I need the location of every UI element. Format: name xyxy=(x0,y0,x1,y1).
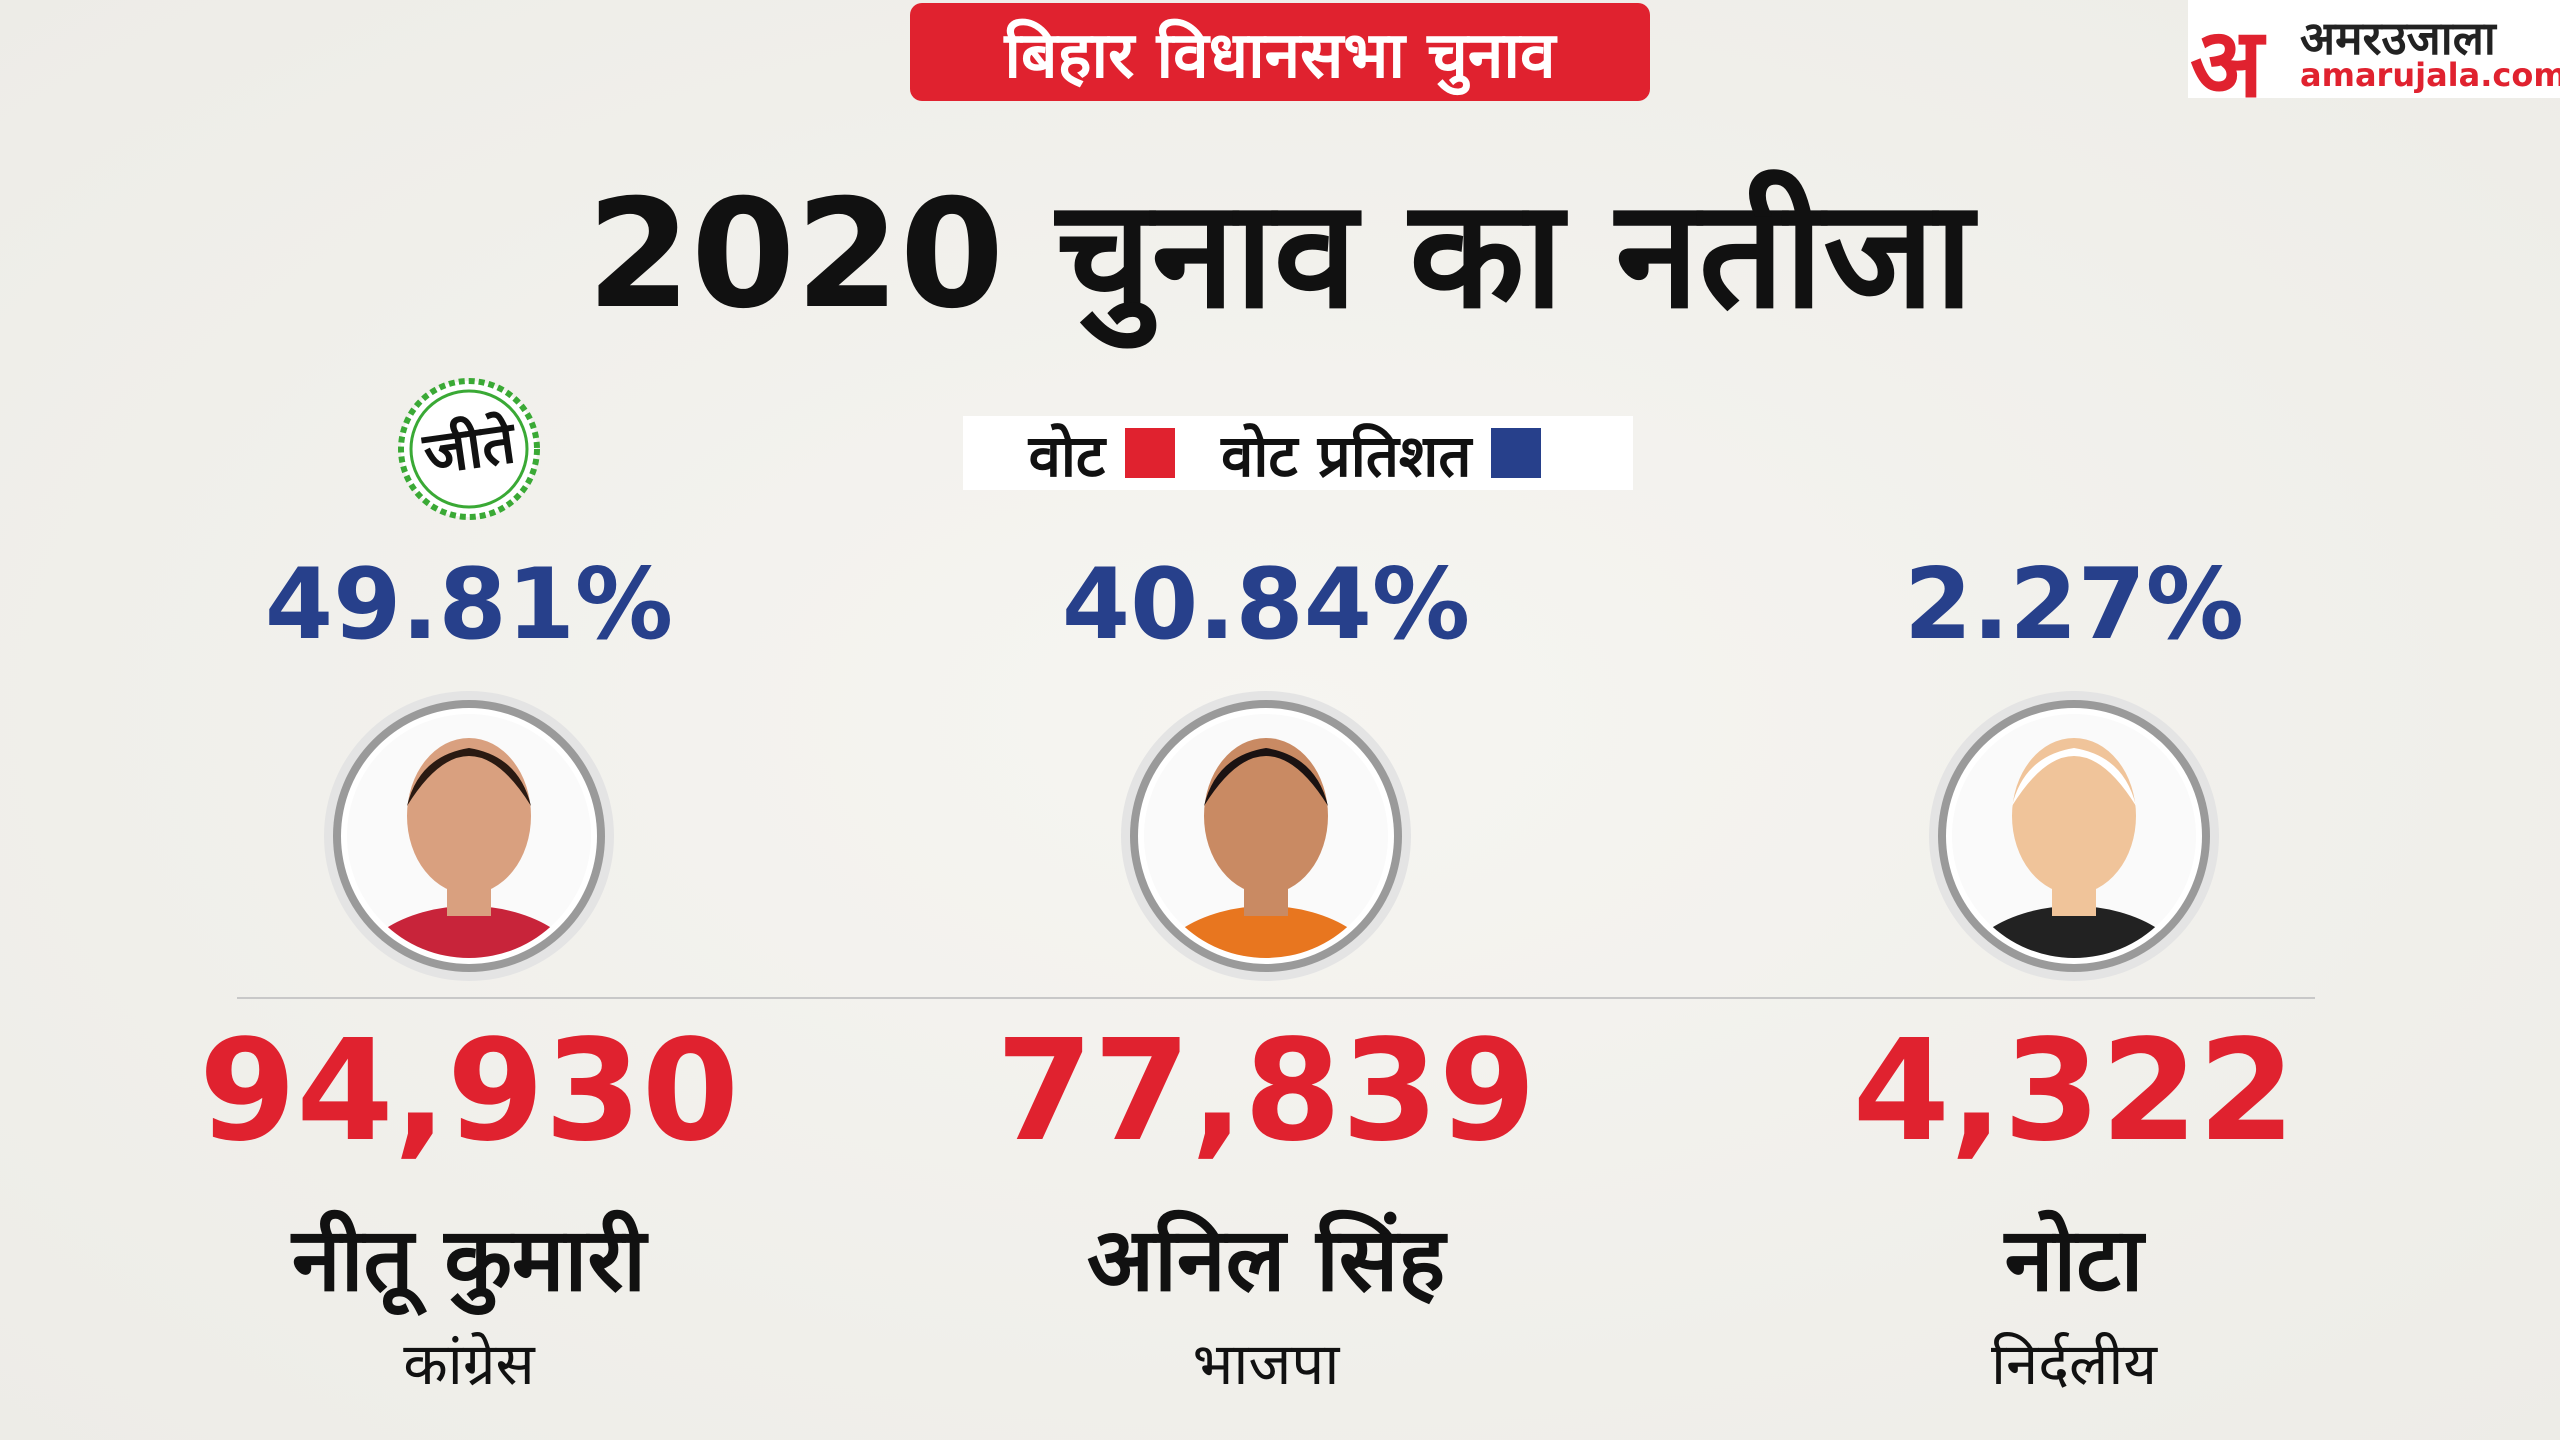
candidate-photo xyxy=(1121,691,1411,981)
candidate-name: नोटा xyxy=(2004,1208,2144,1311)
logo-name: अमरउजाला xyxy=(2300,11,2496,65)
party-name: कांग्रेस xyxy=(403,1330,535,1398)
vote-percent: 49.81% xyxy=(264,548,674,662)
vote-percent: 2.27% xyxy=(1904,548,2244,662)
vote-count: 94,930 xyxy=(198,1010,740,1173)
vote-count: 4,322 xyxy=(1852,1010,2296,1173)
logo-mark: अ xyxy=(2190,7,2264,119)
candidate-name: अनिल सिंह xyxy=(1086,1208,1446,1311)
legend-swatch xyxy=(1125,428,1176,478)
legend-label: वोट प्रतिशत xyxy=(1221,421,1472,490)
legend: वोट वोट प्रतिशत xyxy=(963,416,1633,490)
party-name: निर्दलीय xyxy=(1991,1330,2157,1398)
vote-percent: 40.84% xyxy=(1061,548,1471,662)
title: 2020 चुनाव का नतीजा xyxy=(586,168,1974,342)
logo-box xyxy=(2188,0,2560,98)
logo-url: amarujala.com xyxy=(2300,56,2560,94)
candidate-name: नीतू कुमारी xyxy=(291,1208,647,1311)
header-badge: बिहार विधानसभा चुनाव xyxy=(910,3,1650,101)
legend-swatch xyxy=(1491,428,1542,478)
divider xyxy=(237,997,2315,999)
party-name: भाजपा xyxy=(1192,1330,1340,1398)
candidate-photo xyxy=(324,691,614,981)
winner-seal xyxy=(398,378,540,520)
candidate-photo xyxy=(1929,691,2219,981)
legend-label: वोट xyxy=(1028,421,1106,490)
vote-count: 77,839 xyxy=(995,1010,1537,1173)
